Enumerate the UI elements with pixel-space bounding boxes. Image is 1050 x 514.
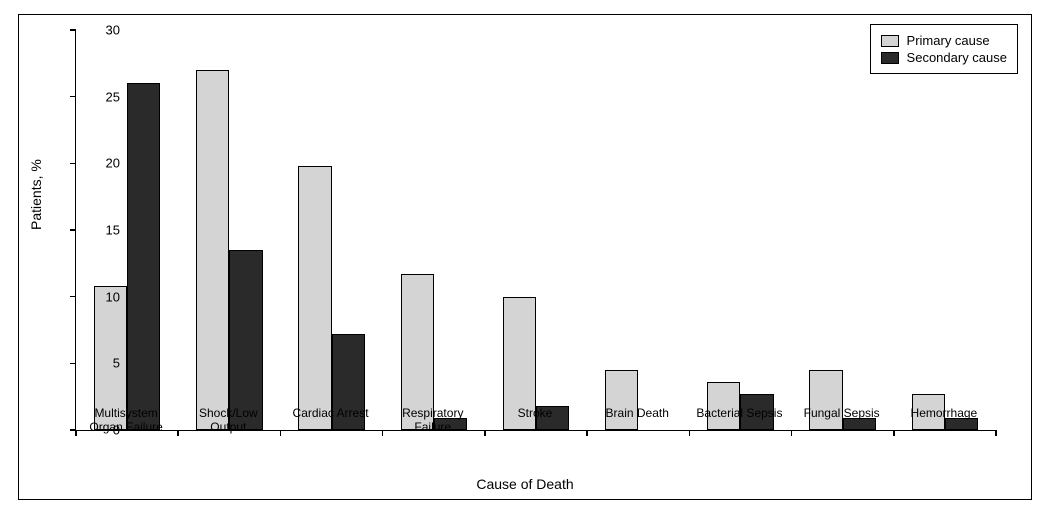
- legend: Primary cause Secondary cause: [870, 24, 1018, 74]
- x-tick: [689, 430, 691, 436]
- y-tick: [70, 163, 76, 165]
- legend-swatch-secondary: [881, 52, 899, 64]
- bar-primary: [605, 370, 638, 430]
- x-tick: [177, 430, 179, 436]
- x-tick-label: MultisystemOrgan Failure: [89, 406, 162, 435]
- y-tick: [70, 229, 76, 231]
- y-tick-label: 10: [106, 289, 120, 304]
- y-axis-title: Patients, %: [28, 159, 44, 230]
- x-tick: [382, 430, 384, 436]
- x-tick-label: Cardiac Arrest: [293, 406, 369, 420]
- bar-primary: [298, 166, 331, 430]
- bar-secondary: [127, 83, 160, 430]
- y-tick-label: 5: [113, 356, 120, 371]
- x-tick: [893, 430, 895, 436]
- x-tick-label: Brain Death: [606, 406, 669, 420]
- x-tick-label: Bacterial Sepsis: [696, 406, 782, 420]
- bar-secondary: [229, 250, 262, 430]
- legend-label-secondary: Secondary cause: [907, 50, 1007, 65]
- y-tick-label: 20: [106, 156, 120, 171]
- y-tick: [70, 96, 76, 98]
- legend-row-secondary: Secondary cause: [881, 50, 1007, 65]
- y-tick: [70, 29, 76, 31]
- x-tick: [484, 430, 486, 436]
- x-tick-label: Fungal Sepsis: [804, 406, 880, 420]
- chart-container: Patients, % Cause of Death Primary cause…: [0, 0, 1050, 514]
- x-tick: [586, 430, 588, 436]
- plot-area: [75, 30, 996, 431]
- x-tick: [791, 430, 793, 436]
- legend-label-primary: Primary cause: [907, 33, 990, 48]
- y-tick-label: 15: [106, 223, 120, 238]
- x-tick-label: Stroke: [518, 406, 553, 420]
- bar-primary: [809, 370, 842, 430]
- y-tick: [70, 363, 76, 365]
- legend-row-primary: Primary cause: [881, 33, 1007, 48]
- x-tick-label: RespiratoryFailure: [402, 406, 463, 435]
- x-tick-label: Hemorrhage: [911, 406, 978, 420]
- x-tick: [280, 430, 282, 436]
- x-tick: [995, 430, 997, 436]
- x-axis-title: Cause of Death: [0, 476, 1050, 492]
- x-tick: [75, 430, 77, 436]
- legend-swatch-primary: [881, 35, 899, 47]
- y-tick-label: 30: [106, 23, 120, 38]
- y-tick: [70, 296, 76, 298]
- bar-primary: [196, 70, 229, 430]
- y-tick-label: 25: [106, 89, 120, 104]
- x-tick-label: Shock/LowOutput: [199, 406, 258, 435]
